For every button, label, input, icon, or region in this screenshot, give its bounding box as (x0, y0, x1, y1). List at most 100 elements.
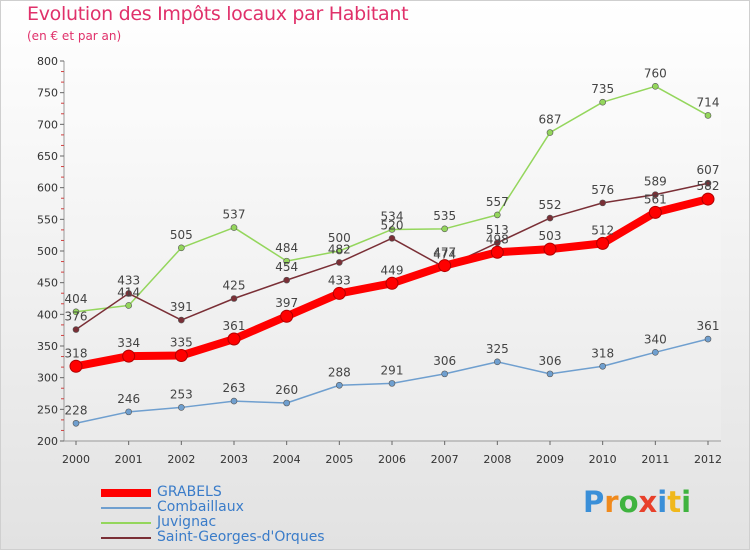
data-point (494, 211, 501, 219)
data-point (388, 235, 396, 242)
data-point (283, 257, 290, 265)
data-label: 552 (539, 198, 562, 212)
data-point (704, 112, 712, 119)
data-label: 361 (223, 319, 246, 333)
data-point (385, 276, 399, 290)
legend-item: Juvignac (101, 515, 325, 530)
y-tick-label: 600 (37, 182, 58, 195)
y-tick-label: 700 (37, 118, 58, 131)
data-point (174, 349, 188, 362)
data-point (332, 286, 346, 300)
data-label: 513 (486, 223, 509, 237)
data-point (704, 335, 712, 343)
data-label: 361 (697, 319, 720, 333)
y-tick-label: 400 (37, 308, 58, 321)
data-label: 535 (433, 209, 456, 223)
data-label: 537 (223, 208, 246, 222)
data-label: 306 (433, 354, 456, 368)
brand-letter: t (667, 485, 682, 519)
data-label: 454 (275, 260, 298, 274)
data-label: 340 (644, 332, 667, 346)
y-tick-label: 200 (37, 435, 58, 448)
data-label: 433 (328, 273, 351, 287)
data-label: 325 (486, 342, 509, 356)
x-tick-label: 2008 (483, 453, 511, 466)
data-point (701, 192, 715, 206)
data-point (336, 381, 343, 389)
data-label: 557 (486, 195, 509, 209)
data-label: 760 (644, 66, 667, 80)
data-label: 534 (381, 209, 404, 223)
legend-label: GRABELS (157, 484, 222, 500)
data-point (336, 259, 343, 266)
data-point (227, 332, 241, 346)
data-point (652, 349, 659, 356)
data-label: 512 (591, 223, 614, 237)
data-label: 576 (591, 183, 614, 197)
legend: GRABELS Combaillaux Juvignac Saint-Georg… (101, 485, 325, 545)
x-tick-label: 2003 (220, 453, 248, 466)
x-tick-label: 2000 (62, 453, 90, 466)
data-point (178, 404, 185, 411)
data-label: 735 (591, 82, 614, 96)
data-label: 253 (170, 387, 193, 401)
y-tick-label: 250 (37, 403, 58, 416)
data-point (599, 98, 606, 106)
data-point (648, 205, 662, 219)
data-point (543, 242, 557, 256)
x-tick-label: 2006 (378, 453, 406, 466)
data-label: 503 (539, 229, 562, 243)
data-label: 288 (328, 365, 351, 379)
plot-background (64, 61, 721, 441)
brand-letter: r (604, 485, 619, 519)
data-label: 500 (328, 231, 351, 245)
brand-logo: Proxiti (583, 485, 691, 519)
data-point (72, 308, 80, 316)
y-tick-label: 750 (37, 87, 58, 100)
y-tick-label: 350 (37, 340, 58, 353)
data-label: 263 (223, 381, 246, 395)
data-point (72, 419, 80, 427)
y-tick-label: 800 (37, 55, 58, 68)
data-label: 484 (275, 241, 298, 255)
data-label: 260 (275, 383, 298, 397)
brand-letter: P (583, 485, 605, 519)
data-label: 714 (697, 95, 720, 109)
legend-swatch-juvignac (101, 521, 151, 524)
data-point (125, 302, 132, 309)
legend-label: Combaillaux (157, 499, 244, 515)
data-label: 425 (223, 279, 246, 293)
data-point (336, 247, 343, 255)
data-label: 291 (381, 363, 404, 377)
data-label: 228 (65, 403, 88, 417)
y-tick-label: 450 (37, 277, 58, 290)
data-point (441, 370, 448, 378)
chart-title: Evolution des Impôts locaux par Habitant (27, 3, 409, 25)
y-tick-label: 550 (37, 213, 58, 226)
data-point (546, 214, 554, 222)
data-label: 607 (697, 163, 720, 177)
data-point (178, 244, 185, 252)
data-label: 449 (381, 263, 404, 277)
data-point (546, 129, 554, 136)
data-point (178, 316, 185, 324)
data-point (122, 349, 136, 363)
data-label: 397 (275, 296, 298, 310)
legend-swatch-combaillaux (101, 506, 151, 509)
data-label: 474 (433, 247, 456, 261)
x-tick-label: 2009 (536, 453, 564, 466)
data-label: 687 (539, 113, 562, 127)
brand-letter: i (657, 485, 668, 519)
data-label: 477 (433, 246, 456, 260)
x-tick-label: 2012 (694, 453, 722, 466)
legend-swatch-grabels (101, 488, 151, 497)
data-point (494, 358, 501, 366)
data-label: 505 (170, 228, 193, 242)
data-point (388, 226, 396, 233)
x-tick-label: 2010 (589, 453, 617, 466)
x-tick-label: 2004 (273, 453, 301, 466)
data-point (652, 83, 659, 90)
x-tick-label: 2001 (115, 453, 143, 466)
